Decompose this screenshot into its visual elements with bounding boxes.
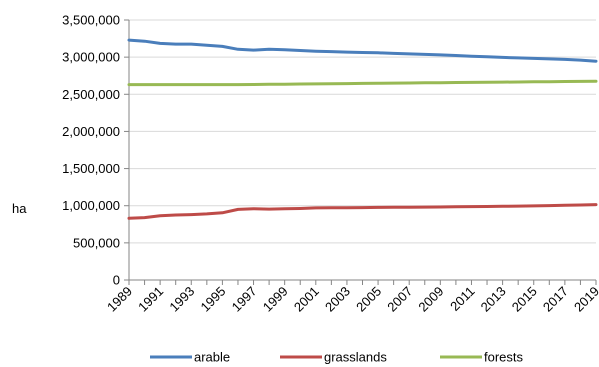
x-tick-label: 2003 <box>322 284 353 315</box>
x-tick-label: 2009 <box>415 284 446 315</box>
series-line-forests <box>127 79 598 87</box>
legend-label-forests: forests <box>484 350 524 365</box>
y-axis-label: ha <box>12 201 27 216</box>
x-tick-label: 2017 <box>540 284 571 315</box>
x-tick-label: 2001 <box>291 284 322 315</box>
x-tick-label: 1989 <box>104 284 135 315</box>
x-tick-label: 2013 <box>478 284 509 315</box>
axes <box>124 19 597 285</box>
x-tick-label: 1997 <box>229 284 260 315</box>
legend-label-grasslands: grasslands <box>324 350 387 365</box>
series-line-arable <box>127 38 598 63</box>
y-tick-label: 3,000,000 <box>62 50 120 65</box>
y-tick-label: 2,500,000 <box>62 87 120 102</box>
legend-label-arable: arable <box>194 350 230 365</box>
y-tick-label: 1,500,000 <box>62 161 120 176</box>
y-tick-label: 3,500,000 <box>62 13 120 28</box>
x-tick-label: 2019 <box>571 284 599 315</box>
gridlines <box>129 19 596 244</box>
x-tick-labels: 1989 1991 1993 1995 1997 1999 2001 2003 2005 2007… <box>104 284 599 315</box>
x-tick-label: 1999 <box>260 284 291 315</box>
y-tick-labels: 0 500,000 1,000,000 1,500,000 2,000,000 2,500… <box>62 13 120 288</box>
y-tick-label: 0 <box>113 273 120 288</box>
x-tick-label: 2011 <box>447 284 477 314</box>
series-line-grasslands <box>127 203 598 220</box>
x-tick-label: 2007 <box>384 284 415 315</box>
y-tick-label: 1,000,000 <box>62 198 120 213</box>
legend: arable grasslands forests <box>150 350 524 365</box>
y-tick-label: 500,000 <box>73 235 120 250</box>
series-lines <box>127 38 598 220</box>
x-tick-label: 1995 <box>197 284 228 315</box>
x-tick-label: 2005 <box>353 284 384 315</box>
x-tick-label: 1993 <box>166 284 197 315</box>
x-tick-label: 1991 <box>135 284 166 315</box>
y-tick-label: 2,000,000 <box>62 124 120 139</box>
x-tick-label: 2015 <box>509 284 540 315</box>
